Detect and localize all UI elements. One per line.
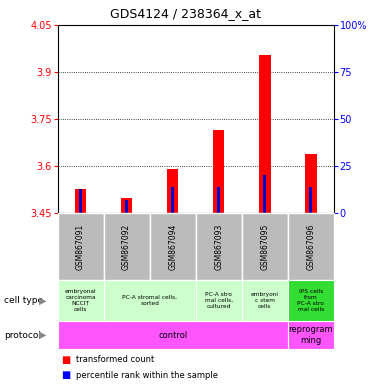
FancyBboxPatch shape [150,213,196,280]
FancyBboxPatch shape [196,280,242,321]
Bar [259,55,270,213]
Text: GSM867091: GSM867091 [76,223,85,270]
Text: PC-A stro
mal cells,
cultured: PC-A stro mal cells, cultured [205,292,233,309]
FancyBboxPatch shape [288,321,334,349]
Bar [75,189,86,213]
FancyBboxPatch shape [288,280,334,321]
Text: GSM867093: GSM867093 [214,223,223,270]
FancyBboxPatch shape [196,213,242,280]
Text: cell type: cell type [4,296,43,305]
FancyBboxPatch shape [58,213,104,280]
Text: protocol: protocol [4,331,41,339]
Bar [309,187,312,213]
Text: GSM867096: GSM867096 [306,223,315,270]
Bar [217,187,220,213]
Text: ■: ■ [61,370,70,381]
Text: PC-A stromal cells,
sorted: PC-A stromal cells, sorted [122,295,177,306]
Text: control: control [158,331,187,339]
Text: ▶: ▶ [39,330,46,340]
Text: transformed count: transformed count [76,355,154,364]
FancyBboxPatch shape [104,213,150,280]
Text: IPS cells
from
PC-A stro
mal cells: IPS cells from PC-A stro mal cells [298,289,324,312]
FancyBboxPatch shape [58,321,288,349]
Bar [263,175,266,213]
FancyBboxPatch shape [58,280,104,321]
Text: GSM867092: GSM867092 [122,223,131,270]
FancyBboxPatch shape [104,280,196,321]
Text: GDS4124 / 238364_x_at: GDS4124 / 238364_x_at [110,8,261,20]
Bar [79,189,82,213]
Text: GSM867095: GSM867095 [260,223,269,270]
Text: ■: ■ [61,355,70,365]
FancyBboxPatch shape [242,280,288,321]
Text: ▶: ▶ [39,295,46,306]
Bar [171,187,174,213]
Text: embryonal
carcinoma
NCCIT
cells: embryonal carcinoma NCCIT cells [65,289,96,312]
Bar [125,200,128,213]
FancyBboxPatch shape [288,213,334,280]
Text: percentile rank within the sample: percentile rank within the sample [76,371,218,380]
Bar [167,169,178,213]
Text: embryoni
c stem
cells: embryoni c stem cells [251,292,279,309]
Bar [121,199,132,213]
Bar [213,130,224,213]
Text: reprogram
ming: reprogram ming [289,325,333,345]
FancyBboxPatch shape [242,213,288,280]
Text: GSM867094: GSM867094 [168,223,177,270]
Bar [305,154,316,213]
